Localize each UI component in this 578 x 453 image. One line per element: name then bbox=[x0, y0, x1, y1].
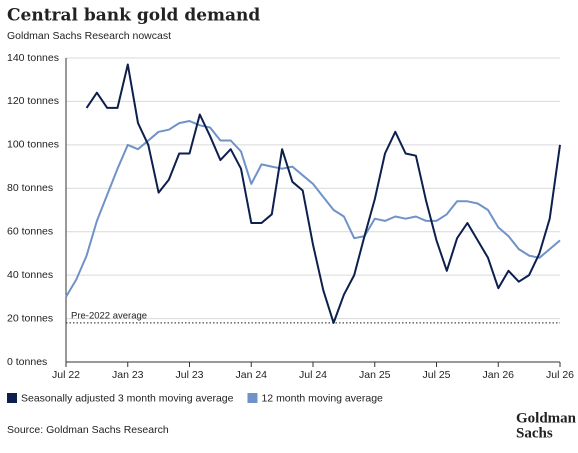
source: Source: Goldman Sachs Research bbox=[7, 424, 169, 436]
x-tick-label: Jul 24 bbox=[299, 369, 327, 381]
legend-swatch bbox=[7, 393, 17, 403]
x-tick-label: Jan 25 bbox=[359, 369, 391, 381]
chart-title: Central bank gold demand bbox=[7, 6, 260, 26]
y-tick-label: 100 tonnes bbox=[7, 139, 59, 151]
x-tick-label: Jul 25 bbox=[422, 369, 450, 381]
y-tick-label: 0 tonnes bbox=[7, 356, 47, 368]
y-tick-label: 60 tonnes bbox=[7, 225, 53, 237]
x-tick-label: Jan 23 bbox=[112, 369, 144, 381]
chart-subtitle: Goldman Sachs Research nowcast bbox=[7, 30, 171, 42]
x-tick-label: Jan 26 bbox=[482, 369, 514, 381]
legend-label: 12 month moving average bbox=[261, 392, 383, 404]
legend-swatch bbox=[247, 393, 258, 403]
reference-label: Pre-2022 average bbox=[71, 310, 147, 321]
x-tick-label: Jul 23 bbox=[175, 369, 203, 381]
y-tick-label: 40 tonnes bbox=[7, 269, 53, 281]
y-tick-label: 120 tonnes bbox=[7, 95, 59, 107]
y-tick-label: 140 tonnes bbox=[7, 52, 59, 64]
legend-label: Seasonally adjusted 3 month moving avera… bbox=[21, 392, 234, 404]
y-tick-label: 20 tonnes bbox=[7, 312, 53, 324]
logo: Sachs bbox=[516, 425, 553, 441]
series-line bbox=[85, 63, 561, 324]
x-tick-label: Jul 22 bbox=[52, 369, 80, 381]
x-tick-label: Jul 26 bbox=[546, 369, 574, 381]
x-tick-label: Jan 24 bbox=[235, 369, 267, 381]
y-tick-label: 80 tonnes bbox=[7, 182, 53, 194]
series-line bbox=[65, 120, 561, 298]
logo: Goldman bbox=[516, 410, 577, 426]
